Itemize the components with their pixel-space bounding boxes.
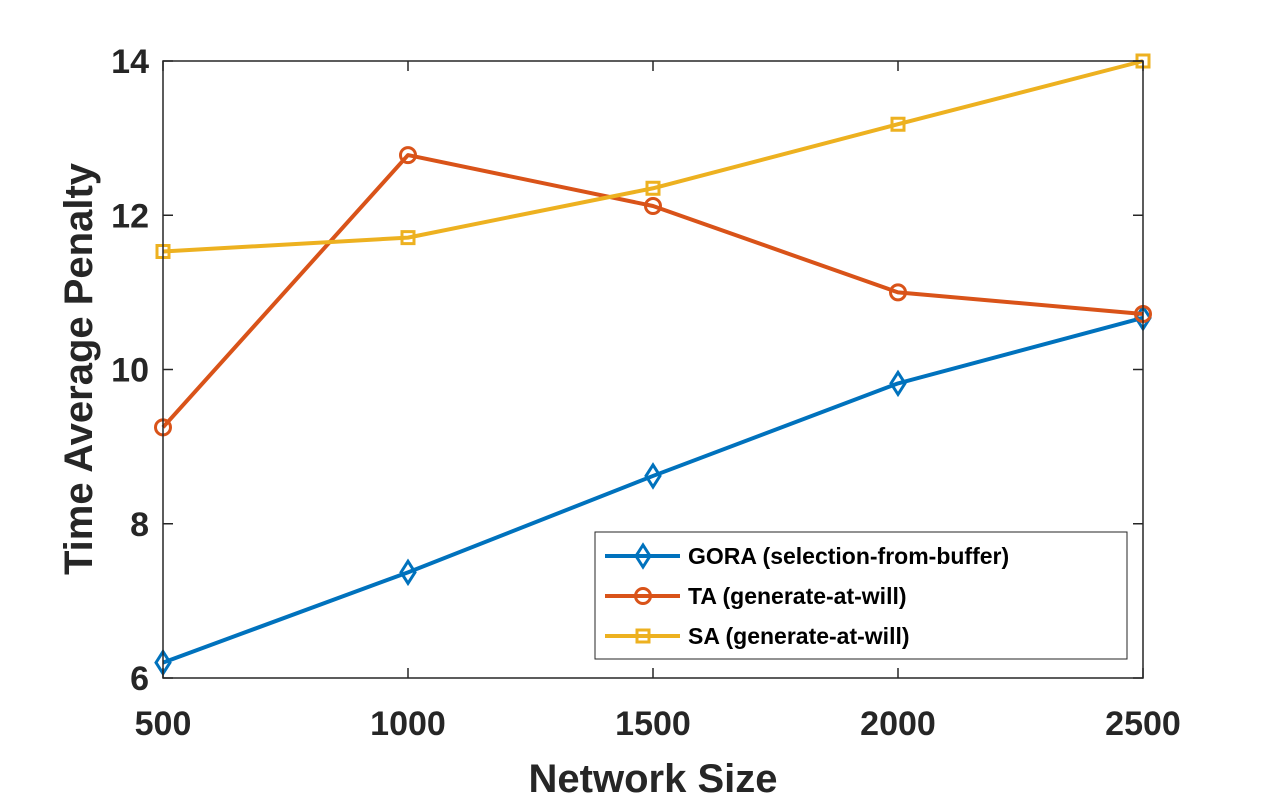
legend-marker-ta [634, 587, 652, 605]
x-tick-label: 1000 [370, 705, 446, 743]
series-line-ta [161, 153, 1144, 429]
data-point-ta-2000 [889, 283, 907, 302]
y-tick-label: 14 [111, 43, 149, 81]
legend-label-ta: TA (generate-at-will) [688, 583, 907, 609]
legend-label-sa: SA (generate-at-will) [688, 623, 910, 649]
y-tick-label: 10 [111, 352, 149, 390]
y-axis-title: Time Average Penalty [57, 162, 101, 575]
data-point-ta-1500 [644, 196, 662, 215]
axis-ticks: 500 1000 1500 2000 2500 6 8 10 12 14 [111, 43, 1181, 743]
data-point-gora-2000 [889, 369, 907, 398]
series-line-sa [162, 59, 1144, 254]
data-point-gora-1500 [644, 462, 662, 490]
data-point-ta-1000 [399, 146, 417, 165]
data-point-sa-2000 [890, 116, 906, 132]
x-tick-label: 500 [135, 705, 192, 743]
legend-box [594, 531, 1128, 660]
legend-marker-gora [634, 542, 652, 570]
series-layer [154, 53, 1152, 677]
legend-marker-sa [635, 628, 651, 644]
x-tick-label: 1500 [615, 705, 691, 743]
x-tick-label: 2500 [1105, 705, 1181, 743]
legend: GORA (selection-from-buffer) TA (generate… [594, 531, 1128, 660]
y-tick-label: 6 [130, 660, 149, 698]
x-axis-title: Network Size [529, 757, 778, 801]
series-line-gora [162, 315, 1144, 665]
data-point-gora-1000 [399, 558, 417, 587]
data-point-sa-1500 [645, 180, 661, 196]
y-tick-label: 8 [130, 506, 149, 544]
x-tick-label: 2000 [860, 705, 936, 743]
legend-items: GORA (selection-from-buffer) TA (generate… [605, 542, 1009, 649]
data-point-sa-1000 [400, 230, 416, 246]
legend-label-gora: GORA (selection-from-buffer) [688, 543, 1009, 569]
y-tick-label: 12 [111, 197, 149, 235]
